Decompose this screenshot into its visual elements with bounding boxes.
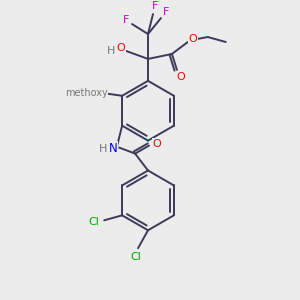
Text: O: O <box>176 72 185 82</box>
Text: O: O <box>188 34 197 44</box>
Text: Cl: Cl <box>89 217 100 227</box>
Text: O: O <box>153 139 161 148</box>
Text: F: F <box>163 7 169 17</box>
Text: H: H <box>107 46 115 56</box>
Text: N: N <box>109 142 118 155</box>
Text: O: O <box>97 88 106 98</box>
Text: H: H <box>99 144 107 154</box>
Text: methoxy: methoxy <box>65 88 108 98</box>
Text: F: F <box>123 15 129 25</box>
Text: F: F <box>152 1 158 11</box>
Text: Cl: Cl <box>130 252 142 262</box>
Text: O: O <box>117 43 125 53</box>
